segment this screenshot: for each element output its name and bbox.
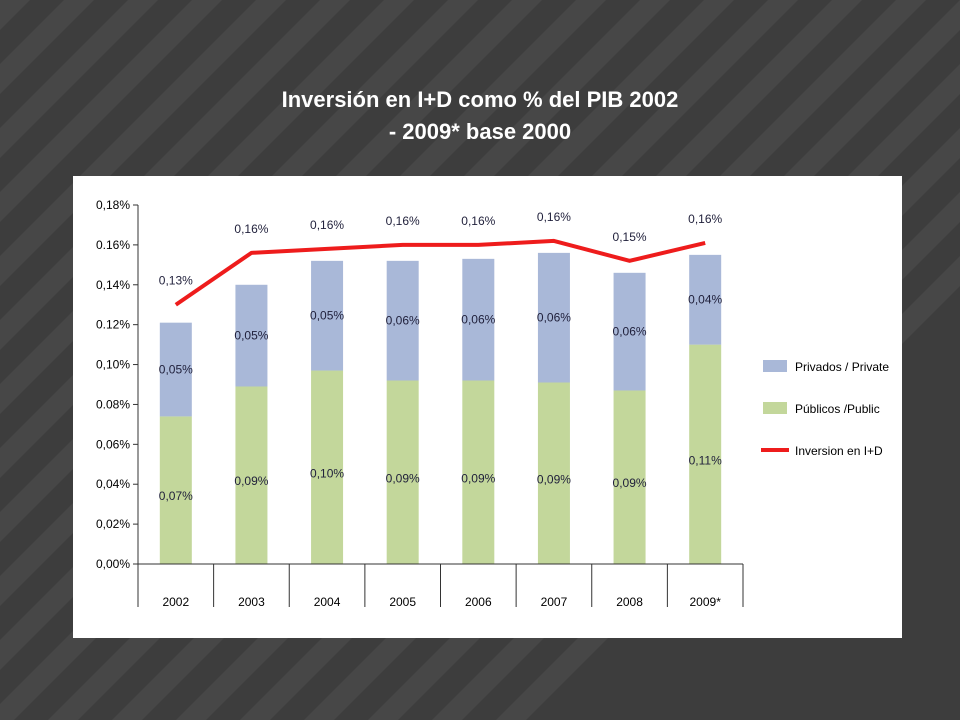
y-tick-label: 0.16%: [96, 238, 130, 252]
line-inversion: [174, 238, 706, 307]
data-label-privados: 0,06%: [613, 325, 647, 339]
x-tick-label: 2004: [314, 595, 341, 609]
y-tick-label: 0.12%: [96, 318, 130, 332]
bar-publicos: [311, 370, 344, 564]
bar-publicos: [386, 380, 419, 564]
bar-privados: [689, 254, 722, 345]
bar-privados: [613, 272, 646, 391]
bar-publicos: [462, 380, 495, 564]
background-stripe: [0, 0, 222, 222]
data-label-publicos: 0,09%: [234, 474, 268, 488]
legend-label-inversion: Inversion en I+D: [795, 444, 883, 458]
bar-publicos: [159, 416, 192, 564]
bar-privados: [311, 260, 344, 371]
data-label-publicos: 0,09%: [537, 472, 571, 486]
chart-panel: 0,00% 0,02% 0,04% 0,06% 0.08% 0,10% 0.12% 0,14%…: [73, 176, 902, 638]
background-stripe: [0, 0, 158, 158]
slide-title: Inversión en I+D como % del PIB 2002 - 2…: [180, 84, 780, 148]
data-label-inversion: 0,16%: [386, 214, 420, 228]
x-tick-label: 2008: [616, 595, 643, 609]
data-label-privados: 0,05%: [159, 363, 193, 377]
bar-privados: [159, 322, 192, 417]
data-label-inversion: 0,16%: [234, 222, 268, 236]
data-label-inversion: 0,16%: [537, 210, 571, 224]
y-tick-label: 0,14%: [96, 278, 130, 292]
y-tick-label: 0,06%: [96, 437, 130, 451]
line-group: [174, 238, 706, 307]
data-label-privados: 0,06%: [537, 311, 571, 325]
data-label-publicos: 0,09%: [461, 471, 495, 485]
x-tick-label: 2002: [162, 595, 189, 609]
y-tick-label: 0,10%: [96, 358, 130, 372]
data-label-publicos: 0,09%: [613, 476, 647, 490]
y-tick-label: 0,04%: [96, 477, 130, 491]
chart: 0,00% 0,02% 0,04% 0,06% 0.08% 0,10% 0.12% 0,14%…: [96, 198, 889, 609]
data-label-publicos: 0,09%: [386, 471, 420, 485]
data-label-inversion: 0,15%: [613, 230, 647, 244]
data-label-publicos: 0,10%: [310, 466, 344, 480]
bar-privados: [386, 260, 419, 381]
x-tick-label: 2006: [465, 595, 492, 609]
x-tick-label: 2009*: [690, 595, 722, 609]
legend-label-publicos: Públicos /Public: [795, 402, 880, 416]
data-label-privados: 0,05%: [234, 329, 268, 343]
data-label-privados: 0,06%: [386, 314, 420, 328]
x-tick-label: 2005: [389, 595, 416, 609]
x-tick-label: 2003: [238, 595, 265, 609]
bar-publicos: [235, 386, 268, 564]
data-label-inversion: 0,16%: [688, 212, 722, 226]
bar-publicos: [689, 344, 722, 564]
bars-group: [159, 252, 722, 564]
bar-publicos: [537, 382, 570, 564]
data-label-privados: 0,06%: [461, 313, 495, 327]
legend-swatch-publicos: [763, 402, 787, 414]
title-line-1: Inversión en I+D como % del PIB 2002: [281, 87, 679, 112]
bar-publicos: [613, 390, 646, 564]
title-line-2: - 2009* base 2000: [388, 119, 572, 144]
x-tick-label: 2007: [541, 595, 568, 609]
legend-swatch-privados: [763, 360, 787, 372]
bar-privados: [537, 252, 570, 383]
data-label-privados: 0,05%: [310, 309, 344, 323]
data-label-inversion: 0,13%: [159, 274, 193, 288]
legend: Privados / Private Públicos /Public Invers…: [761, 360, 889, 458]
background-stripe: [0, 0, 286, 286]
data-label-inversion: 0,16%: [310, 218, 344, 232]
bar-privados: [462, 258, 495, 381]
data-label-publicos: 0,11%: [689, 453, 722, 467]
data-label-privados: 0,04%: [688, 293, 722, 307]
bar-privados: [235, 284, 268, 387]
data-labels-group: 0,07% 0,05% 0,09% 0,05% 0,10% 0,05% 0,09% 0,06%…: [159, 210, 723, 503]
background-stripe: [0, 0, 94, 94]
data-label-publicos: 0,07%: [159, 489, 193, 503]
y-tick-label: 0,02%: [96, 517, 130, 531]
axes-group: 0,00% 0,02% 0,04% 0,06% 0.08% 0,10% 0.12% 0,14%…: [96, 198, 744, 609]
y-tick-label: 0.08%: [96, 397, 130, 411]
legend-label-privados: Privados / Private: [795, 360, 889, 374]
y-tick-label: 0,18%: [96, 198, 130, 212]
y-tick-label: 0,00%: [96, 557, 130, 571]
data-label-inversion: 0,16%: [461, 214, 495, 228]
background-stripe: [0, 0, 30, 30]
